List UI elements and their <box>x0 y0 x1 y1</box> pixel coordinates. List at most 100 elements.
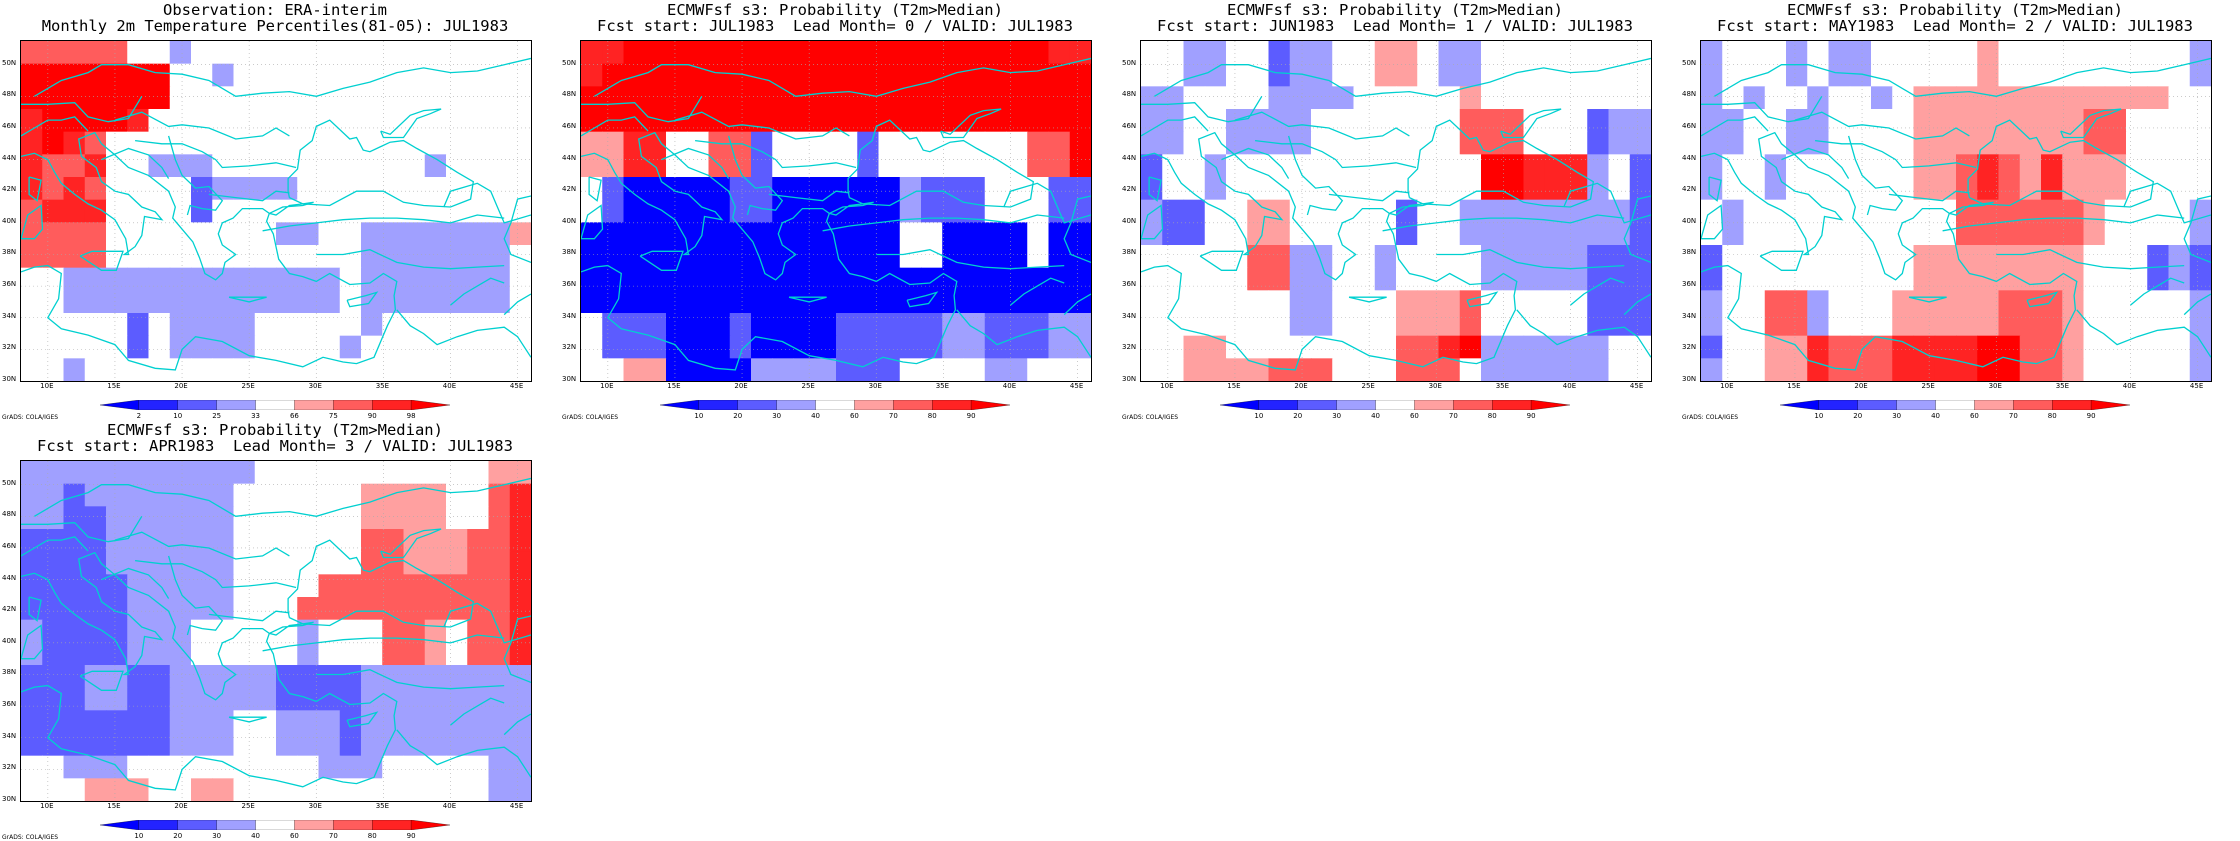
grid-cell <box>644 86 667 110</box>
grid-cell <box>899 177 922 201</box>
grid-cell <box>729 177 752 201</box>
grid-cell <box>2104 86 2127 110</box>
lon-tick-label: 20E <box>174 382 188 390</box>
grid-cell <box>1481 290 1503 314</box>
grid-cell <box>254 154 277 178</box>
grid-cell <box>233 619 256 643</box>
grid-cell <box>127 222 150 246</box>
grid-cell <box>772 109 795 133</box>
grid-cell <box>2126 86 2148 110</box>
grid-cell <box>254 86 277 110</box>
grid-cell <box>1764 290 1787 314</box>
grid-cell <box>1247 131 1270 155</box>
grid-cell <box>1523 267 1546 291</box>
grid-cell <box>297 335 320 359</box>
grid-cell <box>1006 313 1028 337</box>
grid-cell <box>446 665 468 689</box>
grid-cell <box>446 551 468 575</box>
grid-cell <box>84 710 107 734</box>
grid-cell <box>1608 86 1631 110</box>
coastline <box>79 670 124 691</box>
grid-cell <box>446 461 468 485</box>
grid-cell <box>836 245 858 269</box>
lon-tick-label: 30E <box>868 382 882 390</box>
grid-cell <box>1268 177 1291 201</box>
grid-cell <box>403 222 426 246</box>
colorbar-label: 60 <box>1409 412 1419 420</box>
grid-cell <box>127 529 150 553</box>
colorbar-label: 20 <box>1853 412 1863 420</box>
grid-cell <box>191 733 213 757</box>
grid-cell <box>1934 86 1957 110</box>
coastline <box>1701 95 1823 123</box>
grid-cell <box>1722 335 1745 359</box>
grid-cell <box>857 267 880 291</box>
lat-tick-label: 38N <box>2 668 17 677</box>
lon-tick-label: 30E <box>308 802 322 810</box>
lon-tick-label: 25E <box>1361 382 1375 390</box>
grid-cell <box>1764 86 1787 110</box>
grid-cell <box>424 506 447 530</box>
lon-tick-label: 30E <box>1988 382 2002 390</box>
grid-cell <box>2104 290 2127 314</box>
grid-cell <box>63 665 86 689</box>
grid-cell <box>1608 222 1631 246</box>
lat-tick-label: 46N <box>1682 121 1697 130</box>
grid-cell <box>1396 63 1418 87</box>
grid-cell <box>1226 267 1248 291</box>
lat-tick-label: 50N <box>562 58 577 67</box>
grid-cell <box>2041 131 2063 155</box>
grid-cell <box>1956 199 1978 223</box>
coastline <box>1328 190 1410 202</box>
grid-cell <box>127 733 150 757</box>
grid-cell <box>1608 358 1631 381</box>
grid-cell <box>42 222 65 246</box>
grid-cell <box>1141 222 1163 246</box>
grid-cell <box>1934 358 1957 381</box>
coastline <box>1382 214 1625 232</box>
grid-cell <box>488 778 511 801</box>
grid-cell <box>984 267 1007 291</box>
grid-cell <box>602 41 625 65</box>
colorbar-label: 80 <box>367 832 377 840</box>
grid-cell <box>1183 335 1206 359</box>
grid-cell <box>1764 177 1787 201</box>
grid-cell <box>1934 267 1957 291</box>
lon-tick-label: 15E <box>667 382 681 390</box>
grid-cell <box>297 506 320 530</box>
grid-cell <box>921 267 943 291</box>
colorbar-segment <box>294 400 334 410</box>
grid-cell <box>2083 267 2106 291</box>
coastline <box>28 176 42 202</box>
grid-cell <box>1438 199 1461 223</box>
grid-cell <box>276 619 298 643</box>
coastline <box>847 119 1035 208</box>
lon-tick-label: 35E <box>1495 382 1510 390</box>
grid-cell <box>878 154 901 178</box>
grid-cell <box>1502 222 1525 246</box>
grid-cell <box>708 290 731 314</box>
grid-cell <box>1289 245 1312 269</box>
grid-cell <box>1701 131 1723 155</box>
grid-cell <box>644 245 667 269</box>
grid-cell <box>424 710 447 734</box>
grid-cell <box>1226 290 1248 314</box>
grid-cell <box>233 290 256 314</box>
colorbar-label: 90 <box>966 412 976 420</box>
grid-cell <box>84 63 107 87</box>
grid-cell <box>1828 313 1851 337</box>
grid-cell <box>509 41 531 65</box>
grid-cell <box>687 131 710 155</box>
lon-tick-label: 20E <box>174 802 188 810</box>
lat-tick-label: 36N <box>1122 280 1137 289</box>
grid-cell <box>169 665 192 689</box>
grid-cell <box>21 245 43 269</box>
grid-cell <box>1523 290 1546 314</box>
grid-cell <box>581 177 603 201</box>
colorbar <box>660 400 1010 410</box>
grid-cell <box>488 267 511 291</box>
grid-cell <box>1247 86 1270 110</box>
grid-cell <box>2019 154 2042 178</box>
grid-cell <box>1069 41 1091 65</box>
grid-cell <box>84 154 107 178</box>
